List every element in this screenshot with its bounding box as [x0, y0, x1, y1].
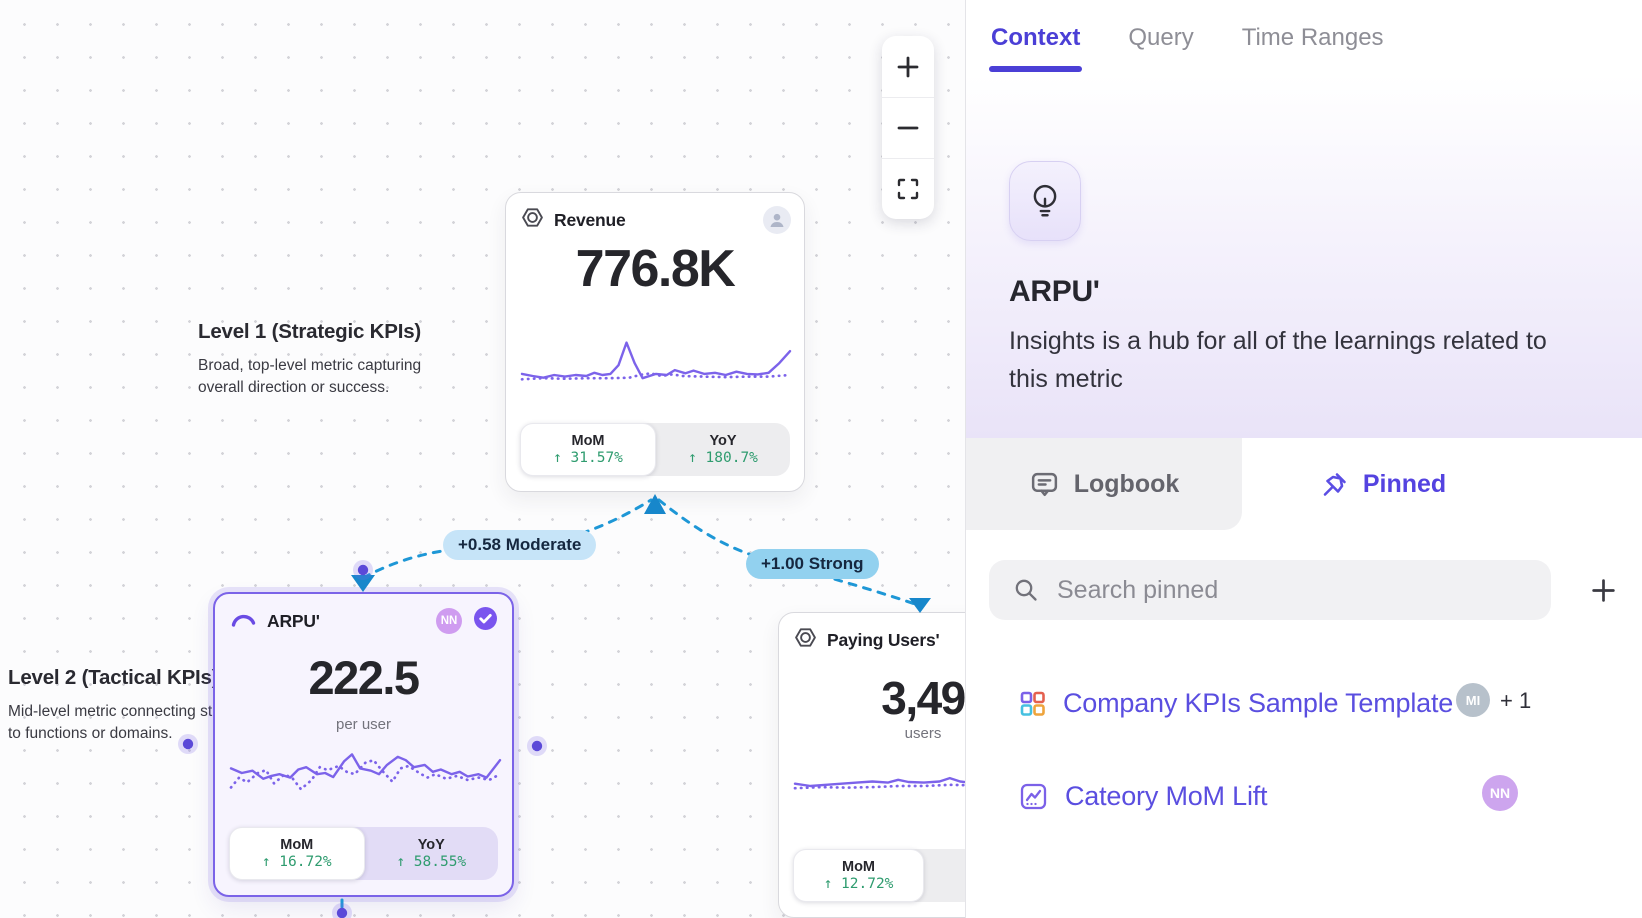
add-pinned-button[interactable]	[1588, 575, 1618, 605]
level-2-description: Mid-level metric connecting strategy to …	[8, 703, 256, 742]
edge-label-strong[interactable]: +1.00 Strong	[746, 549, 879, 579]
pushpin-icon	[1323, 472, 1346, 496]
arrowhead-into-arpu	[351, 575, 375, 592]
metric-tree-canvas[interactable]: Level 1 (Strategic KPIs) Broad, top-leve…	[0, 0, 965, 918]
panel-tabs: Context Query Time Ranges	[966, 0, 1642, 75]
level-1-title: Level 1 (Strategic KPIs)	[198, 320, 422, 343]
stat-toggle: MoM ↑ 31.57% YoY ↑ 180.7%	[520, 423, 790, 476]
avatar-mi[interactable]: MI	[1456, 683, 1490, 717]
metric-description: Insights is a hub for all of the learnin…	[1009, 327, 1547, 393]
card-title: Revenue	[554, 209, 626, 230]
logbook-comment-icon	[1031, 472, 1057, 496]
level-2-annotation: Level 2 (Tactical KPIs) Mid-level metric…	[8, 666, 258, 745]
metric-unit: users	[904, 725, 942, 742]
arc-metric-icon	[230, 609, 257, 634]
zoom-out-button[interactable]	[882, 97, 934, 158]
sparkline-chart	[229, 753, 502, 791]
arrowhead-into-revenue	[644, 494, 666, 514]
yoy-stat[interactable]	[924, 849, 965, 902]
owner-avatar-icon[interactable]	[763, 206, 791, 234]
level-1-description: Broad, top-level metric capturing overal…	[198, 357, 422, 396]
edge-label-moderate[interactable]: +0.58 Moderate	[443, 530, 597, 560]
canvas-zoom-toolbar	[882, 36, 934, 219]
insight-lightbulb-icon	[1009, 161, 1081, 241]
pinned-item-label: Cateory MoM Lift	[1065, 780, 1268, 811]
verified-badge-icon	[472, 605, 499, 637]
sparkline-chart	[520, 341, 792, 381]
card-title: ARPU'	[267, 610, 320, 631]
connection-handle-top[interactable]	[353, 560, 373, 580]
details-panel: Context Query Time Ranges ARPU' Insights…	[965, 0, 1642, 918]
tab-context[interactable]: Context	[989, 0, 1083, 75]
level-1-annotation: Level 1 (Strategic KPIs) Broad, top-leve…	[198, 320, 438, 399]
fit-view-button[interactable]	[882, 158, 934, 219]
connection-handle-right[interactable]	[527, 736, 547, 756]
pinned-item-category-mom-lift[interactable]: Cateory MoM Lift	[1019, 770, 1268, 822]
metric-value: 222.5	[308, 651, 420, 704]
metric-card-arpu[interactable]: ARPU' NN 222.5 per user MoM ↑ 16.72%	[213, 592, 514, 897]
mom-stat[interactable]: MoM ↑ 31.57%	[520, 423, 656, 476]
stat-toggle: MoM ↑ 16.72% YoY ↑ 58.55%	[229, 827, 498, 880]
metric-value: 776.8K	[575, 240, 736, 298]
metric-card-revenue[interactable]: Revenue 776.8K MoM ↑ 31.57% YoY ↑ 180.7%	[505, 192, 805, 492]
minus-icon	[897, 126, 919, 130]
plus-icon	[897, 56, 919, 77]
tab-logbook[interactable]: Logbook	[966, 438, 1242, 530]
collaborator-badge[interactable]: NN	[436, 608, 462, 634]
template-grid-icon	[1020, 691, 1045, 716]
tab-pinned[interactable]: Pinned	[1242, 438, 1524, 530]
search-pinned-box[interactable]	[989, 560, 1551, 620]
connection-handle-bottom[interactable]	[332, 903, 352, 918]
plus-icon	[1591, 578, 1615, 602]
mom-stat[interactable]: MoM ↑ 16.72%	[229, 827, 365, 880]
metric-card-paying-users[interactable]: Paying Users' 3,49 users MoM ↑ 12.72%	[778, 612, 965, 918]
pinned-item-company-kpis[interactable]: Company KPIs Sample Template	[1019, 677, 1453, 729]
search-icon	[1015, 579, 1037, 601]
avatar-nn[interactable]: NN	[1482, 775, 1518, 811]
arrowhead-into-paying-users	[909, 598, 931, 613]
sparkline-chart	[793, 776, 965, 790]
mom-stat[interactable]: MoM ↑ 12.72%	[793, 849, 924, 902]
search-pinned-input[interactable]	[1057, 575, 1527, 605]
logbook-label: Logbook	[1073, 469, 1180, 498]
metric-title: ARPU'	[1009, 275, 1100, 308]
stat-toggle: MoM ↑ 12.72%	[793, 849, 965, 902]
level-2-title: Level 2 (Tactical KPIs)	[8, 666, 219, 689]
tab-query[interactable]: Query	[1128, 23, 1194, 51]
logbook-pinned-tabs: Logbook Pinned	[966, 438, 1642, 530]
zoom-in-button[interactable]	[882, 36, 934, 97]
fullscreen-icon	[897, 178, 919, 200]
more-collaborators-count[interactable]: + 1	[1500, 688, 1532, 713]
yoy-stat[interactable]: YoY ↑ 180.7%	[688, 433, 758, 466]
card-title: Paying Users'	[827, 629, 940, 650]
pinned-label: Pinned	[1362, 469, 1447, 498]
metric-hexagon-icon	[521, 206, 544, 234]
yoy-stat[interactable]: YoY ↑ 58.55%	[396, 837, 467, 870]
metric-value: 3,49	[881, 672, 965, 724]
pinned-item-label: Company KPIs Sample Template	[1063, 687, 1454, 718]
metric-hero: ARPU' Insights is a hub for all of the l…	[966, 75, 1642, 438]
metric-hexagon-icon	[794, 626, 817, 654]
metric-unit: per user	[335, 716, 392, 733]
chart-icon	[1020, 783, 1047, 809]
tab-time-ranges[interactable]: Time Ranges	[1241, 23, 1384, 51]
